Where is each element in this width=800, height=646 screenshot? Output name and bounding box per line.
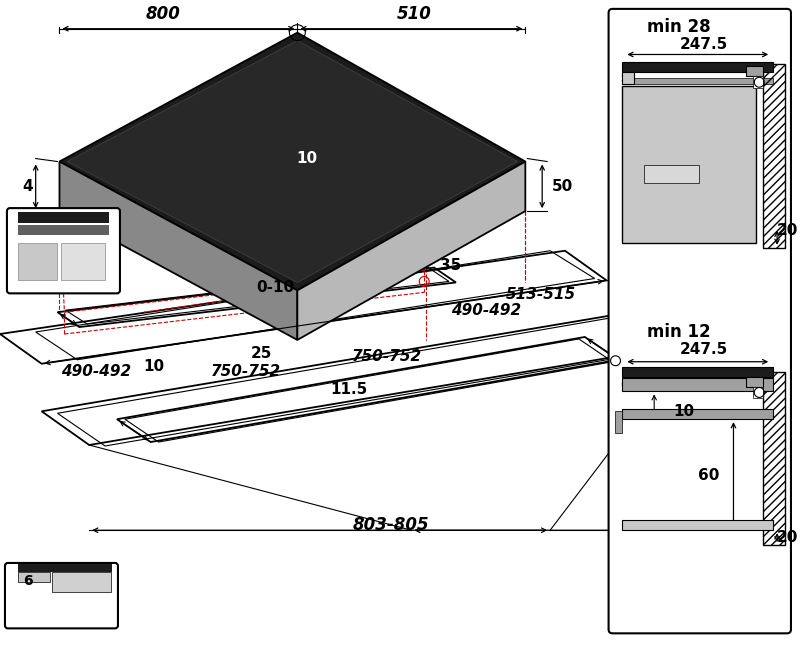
Text: 800: 800: [146, 5, 181, 23]
Bar: [622, 367, 773, 377]
Text: 4: 4: [22, 179, 33, 194]
Bar: [18, 225, 109, 235]
Text: 60: 60: [698, 468, 719, 483]
Bar: [622, 86, 756, 243]
Bar: [622, 72, 634, 84]
Bar: [18, 564, 112, 572]
Text: 20: 20: [777, 224, 798, 238]
Text: 25: 25: [251, 346, 272, 361]
Bar: [746, 67, 763, 76]
Text: 750-752: 750-752: [210, 364, 281, 379]
FancyBboxPatch shape: [7, 208, 120, 293]
Text: 10: 10: [674, 404, 694, 419]
Polygon shape: [298, 162, 526, 340]
Text: 513-515: 513-515: [506, 287, 576, 302]
Bar: [763, 65, 785, 248]
Bar: [18, 212, 109, 223]
Text: 10: 10: [297, 151, 318, 166]
Text: 100: 100: [617, 285, 648, 300]
FancyBboxPatch shape: [609, 9, 791, 633]
Bar: [763, 371, 785, 545]
Text: 35: 35: [440, 258, 462, 273]
Text: 11.5: 11.5: [330, 382, 367, 397]
Bar: [51, 572, 111, 592]
Bar: [18, 243, 58, 280]
Bar: [62, 243, 105, 280]
Text: 247.5: 247.5: [680, 342, 728, 357]
Text: 10: 10: [143, 359, 164, 374]
Bar: [614, 412, 622, 433]
Bar: [18, 572, 50, 582]
Text: 6: 6: [23, 574, 33, 588]
Text: 50: 50: [552, 179, 574, 194]
Text: 510: 510: [397, 5, 432, 23]
Bar: [622, 78, 773, 84]
Bar: [622, 520, 773, 530]
Bar: [644, 165, 698, 183]
Bar: [622, 63, 773, 72]
Bar: [754, 386, 763, 399]
FancyBboxPatch shape: [5, 563, 118, 629]
Bar: [622, 378, 773, 391]
Polygon shape: [67, 41, 518, 282]
Bar: [754, 76, 763, 88]
Text: 490-492: 490-492: [450, 303, 521, 318]
Text: 490-492: 490-492: [62, 364, 131, 379]
Text: 247.5: 247.5: [680, 37, 728, 52]
Bar: [622, 410, 773, 419]
Text: 750-752: 750-752: [351, 349, 422, 364]
Text: 803-805: 803-805: [352, 516, 429, 534]
Polygon shape: [59, 162, 298, 340]
Text: min 28: min 28: [647, 17, 710, 36]
Text: 0-10: 0-10: [257, 280, 294, 295]
Bar: [746, 377, 763, 386]
Text: min 12: min 12: [647, 323, 710, 341]
Polygon shape: [59, 33, 526, 291]
Text: 20: 20: [777, 530, 798, 545]
